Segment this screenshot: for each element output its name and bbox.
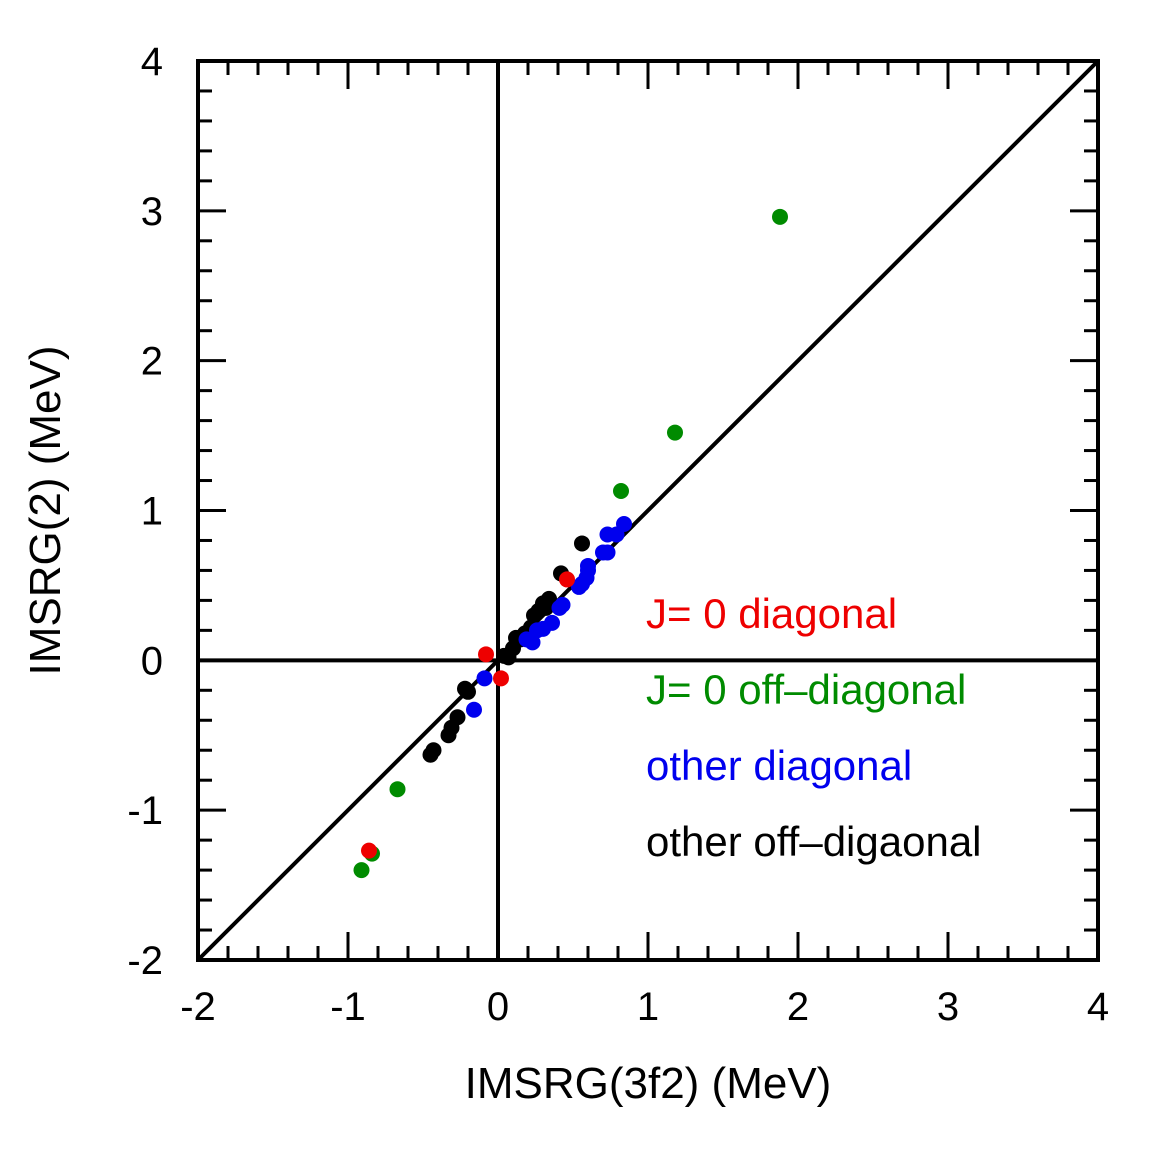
legend-entry: other off–digaonal	[646, 818, 982, 865]
reference-lines	[196, 59, 1100, 962]
x-tick-label: 2	[787, 985, 809, 1029]
x-axis-label: IMSRG(3f2) (MeV)	[465, 1059, 832, 1108]
data-point	[496, 647, 512, 664]
y-tick-label: 2	[141, 340, 163, 384]
y-tick-label: 0	[141, 639, 163, 683]
y-tick-label: 4	[141, 40, 163, 84]
data-point	[478, 646, 494, 663]
data-point	[613, 483, 629, 500]
y-tick-label: -1	[127, 789, 163, 833]
x-tick-label: 4	[1087, 985, 1109, 1029]
data-point	[460, 683, 476, 700]
diagonal-line	[196, 59, 1100, 962]
data-point	[518, 631, 535, 648]
legend: J= 0 diagonal J= 0 off–diagonal other diag…	[646, 590, 982, 865]
data-point	[353, 862, 370, 879]
y-tick-label: -2	[127, 939, 163, 983]
plot-frame	[196, 59, 1100, 962]
data-point	[493, 670, 509, 687]
data-point	[422, 746, 439, 763]
x-tick-label: 0	[487, 985, 509, 1029]
data-point	[389, 781, 406, 798]
data-point	[529, 622, 545, 639]
data-point	[559, 571, 575, 588]
data-points	[353, 208, 788, 879]
data-point	[574, 535, 590, 552]
data-point	[361, 842, 377, 859]
x-tick-label: 3	[937, 985, 959, 1029]
x-tick-label: -2	[180, 985, 216, 1029]
tick-labels: -2 -1 0 1 2 3 4 -2 -1 0 1 2 3 4	[127, 40, 1109, 1029]
data-point	[466, 701, 482, 718]
legend-entry: J= 0 off–diagonal	[646, 666, 966, 713]
x-tick-label: -1	[330, 985, 366, 1029]
y-tick-label: 1	[141, 490, 163, 534]
y-tick-label: 3	[141, 190, 163, 234]
data-point	[580, 557, 596, 574]
data-point	[772, 208, 788, 225]
y-axis-label: IMSRG(2) (MeV)	[21, 346, 70, 676]
data-point	[599, 526, 616, 543]
data-point	[595, 544, 611, 561]
data-point	[440, 727, 457, 744]
legend-entry: other diagonal	[646, 742, 912, 789]
data-point	[551, 599, 568, 616]
data-point	[526, 607, 542, 624]
data-point	[571, 578, 587, 595]
data-point	[667, 424, 683, 441]
legend-entry: J= 0 diagonal	[646, 590, 897, 637]
x-tick-label: 1	[637, 985, 659, 1029]
data-point	[476, 670, 493, 687]
